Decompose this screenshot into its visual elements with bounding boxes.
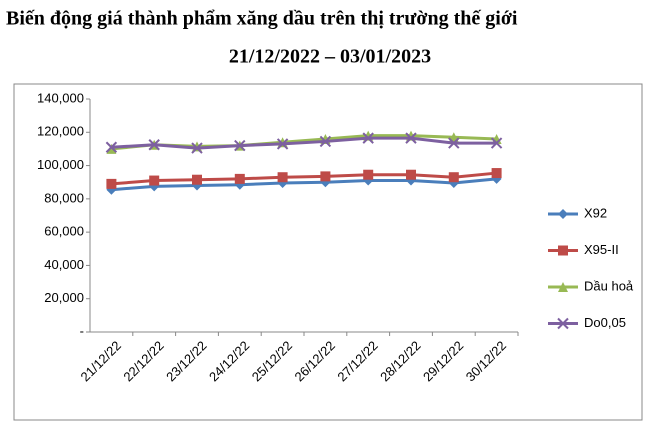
x-tick-label: 27/12/22: [334, 338, 380, 384]
point: [448, 172, 459, 183]
point: [149, 175, 160, 186]
x-tick-label: 30/12/22: [463, 338, 509, 384]
point: [319, 135, 332, 148]
x-tick-label: 29/12/22: [420, 338, 466, 384]
y-tick-label: 80,000: [44, 190, 84, 205]
point: [320, 171, 331, 182]
point: [363, 169, 374, 180]
chart-title: Biến động giá thành phẩm xăng dầu trên t…: [6, 8, 518, 30]
x-tick-label: 22/12/22: [120, 338, 166, 384]
x-tick-label: 28/12/22: [377, 338, 423, 384]
point: [277, 172, 288, 183]
point: [234, 173, 245, 184]
point: [491, 168, 502, 179]
point: [192, 174, 202, 185]
x-tick-label: 23/12/22: [163, 338, 209, 384]
series-line: [111, 177, 497, 192]
legend-marker: [558, 209, 568, 219]
legend-marker: [557, 317, 569, 330]
point: [490, 137, 503, 149]
legend-label: X92: [584, 205, 607, 220]
y-tick-label: 60,000: [44, 224, 84, 239]
point: [105, 141, 118, 153]
point: [191, 142, 203, 154]
point: [276, 138, 289, 150]
legend-label: Dầu hoả: [584, 278, 634, 293]
legend-marker: [558, 282, 568, 292]
x-tick-label: 21/12/22: [78, 338, 124, 384]
point: [448, 137, 460, 149]
y-tick-label: 140,000: [37, 90, 84, 105]
point: [106, 178, 117, 189]
point: [362, 132, 374, 144]
point: [148, 139, 160, 151]
x-tick-label: 26/12/22: [292, 338, 338, 384]
y-tick-label: 40,000: [44, 257, 84, 272]
series-line: [111, 136, 497, 150]
y-tick-label: 20,000: [44, 290, 84, 305]
series-line: [111, 171, 497, 186]
y-tick-label: 120,000: [37, 124, 84, 139]
legend-marker: [558, 245, 568, 256]
legend-label: X95-II: [584, 242, 619, 257]
chart-subtitle: 21/12/2022 – 03/01/2023: [229, 46, 431, 68]
point: [405, 132, 417, 144]
legend-label: Do0,05: [584, 315, 626, 330]
point: [406, 169, 416, 180]
y-tick-label: 100,000: [37, 157, 84, 172]
point: [106, 143, 117, 154]
x-tick-label: 25/12/22: [249, 338, 295, 384]
chart-border: [13, 83, 643, 421]
x-tick-label: 24/12/22: [206, 338, 252, 384]
y-tick-label: -: [80, 323, 84, 338]
point: [234, 139, 246, 152]
